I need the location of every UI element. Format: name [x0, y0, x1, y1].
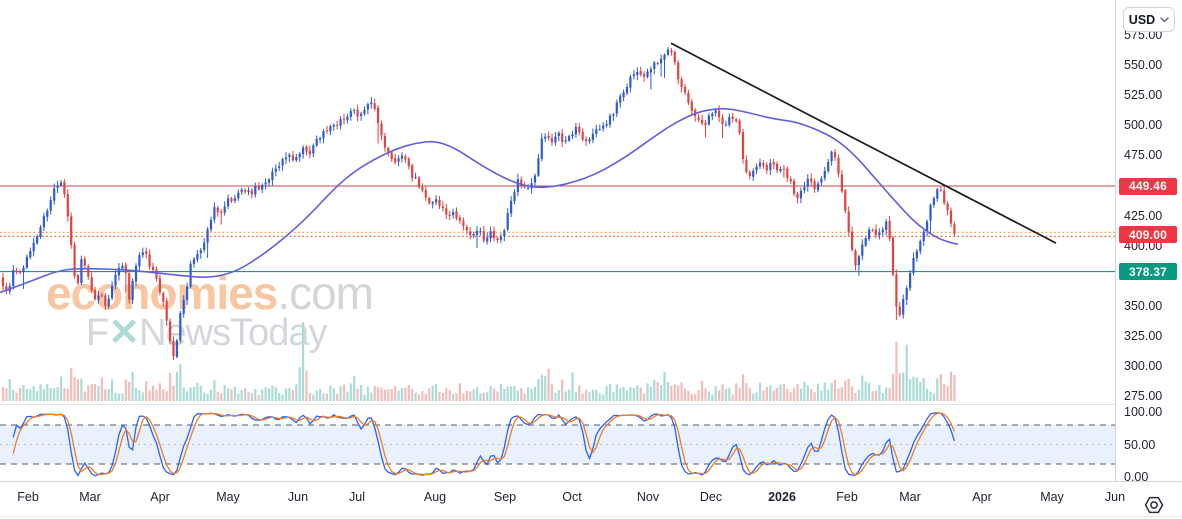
price-tick-label: 475.00 [1124, 148, 1163, 163]
currency-selector[interactable]: USD [1123, 7, 1175, 32]
time-axis-label: May [216, 490, 240, 504]
watermark-logo: economies.com [46, 266, 374, 320]
time-axis-label: Apr [150, 490, 170, 504]
time-axis-label: Mar [79, 490, 101, 504]
time-axis-label: Jun [287, 490, 309, 504]
price-tick-label: 350.00 [1124, 298, 1163, 313]
time-axis-label: Feb [836, 490, 858, 504]
oscillator-tick-label: 50.00 [1124, 437, 1156, 452]
time-axis-label: May [1040, 490, 1064, 504]
oscillator-tick-label: 100.00 [1124, 405, 1163, 419]
price-tick-label: 525.00 [1124, 88, 1163, 103]
price-tick-label: 550.00 [1124, 58, 1163, 72]
settings-icon-button[interactable] [1141, 492, 1167, 518]
watermark-tagline-f: F [86, 312, 109, 354]
time-axis-label: Oct [562, 490, 582, 504]
price-level-lines [0, 185, 1115, 273]
time-axis-label: Apr [972, 490, 992, 504]
time-axis-label: Feb [17, 490, 39, 504]
time-axis-label: 2026 [768, 490, 796, 504]
time-axis-label: Sep [493, 490, 517, 504]
watermark-domain: .com [277, 267, 374, 319]
price-tick-label: 275.00 [1124, 389, 1163, 403]
price-tick-label: 425.00 [1124, 208, 1163, 223]
watermark-x-icon: ✕ [108, 312, 140, 354]
gear-icon [1144, 496, 1164, 514]
oscillator-band [0, 424, 1115, 465]
currency-selector-label: USD [1128, 12, 1156, 27]
oscillator-tick-label: 0.00 [1124, 470, 1149, 484]
time-axis-label: Mar [899, 490, 921, 504]
time-axis-label: Nov [636, 490, 660, 504]
price-tick-label: 300.00 [1124, 358, 1163, 373]
time-axis-label: Jul [349, 490, 365, 504]
watermark-brand: economies [46, 267, 278, 319]
volume-series [1, 322, 956, 401]
trendline[interactable] [670, 42, 1057, 244]
resistance-price-badge: 449.46 [1119, 177, 1177, 195]
price-tick-label: 500.00 [1124, 118, 1163, 133]
time-axis-label: Aug [423, 490, 447, 504]
stochastic-d-line [12, 412, 955, 476]
moving-average-line [0, 107, 959, 294]
support-price-badge: 378.37 [1119, 263, 1177, 281]
time-axis-label: Dec [699, 490, 723, 504]
last-price-badge: 409.00 [1119, 226, 1177, 244]
candlestick-series [1, 47, 956, 361]
chevron-down-icon [1160, 16, 1169, 22]
time-axis-label: Jun [1104, 490, 1126, 504]
price-tick-label: 325.00 [1124, 328, 1163, 343]
